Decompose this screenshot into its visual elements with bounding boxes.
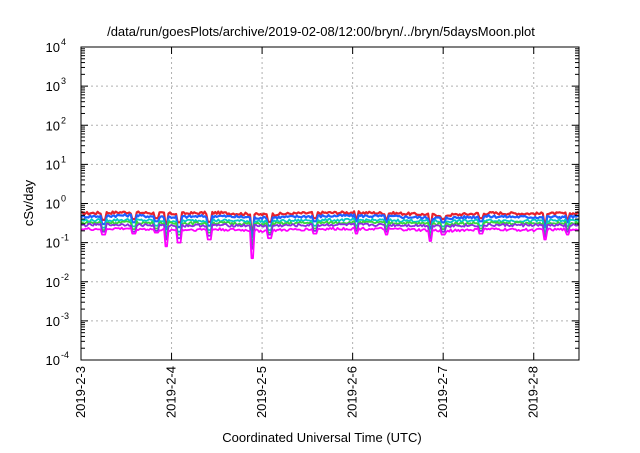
series-line [80, 222, 580, 250]
series-line [80, 226, 580, 260]
y-axis-label: cSv/day [21, 179, 36, 226]
series-line [80, 220, 580, 246]
y-tick-exponent: -1 [61, 233, 69, 243]
y-tick-label: 10 [46, 118, 60, 133]
grid [81, 47, 579, 360]
x-tick-label: 2019-2-4 [164, 366, 179, 418]
y-tick-label: 10 [46, 157, 60, 172]
y-tick-exponent: 2 [61, 115, 66, 125]
series-line [80, 217, 580, 242]
y-tick-label: 10 [46, 314, 60, 329]
x-tick-label: 2019-2-8 [526, 366, 541, 418]
x-tick-label: 2019-2-5 [254, 366, 269, 418]
y-tick-label: 10 [46, 236, 60, 251]
y-tick-exponent: 0 [61, 194, 66, 204]
y-tick-exponent: 3 [61, 76, 66, 86]
x-tick-label: 2019-2-7 [435, 366, 450, 418]
y-tick-label: 10 [46, 197, 60, 212]
chart-title: /data/run/goesPlots/archive/2019-02-08/1… [107, 24, 535, 39]
y-tick-label: 10 [46, 40, 60, 55]
y-tick-exponent: -2 [61, 272, 69, 282]
plot-frame [80, 46, 580, 361]
y-tick-exponent: 1 [61, 154, 66, 164]
series-layer [80, 210, 580, 260]
y-tick-label: 10 [46, 275, 60, 290]
y-tick-exponent: -3 [61, 311, 69, 321]
y-tick-label: 10 [46, 79, 60, 94]
x-axis-label: Coordinated Universal Time (UTC) [222, 430, 421, 445]
y-tick-exponent: 4 [61, 37, 66, 47]
series-line [80, 213, 580, 238]
y-tick-label: 10 [46, 353, 60, 368]
x-tick-label: 2019-2-6 [345, 366, 360, 418]
series-line [80, 210, 580, 232]
x-ticks: 2019-2-3 2019-2-4 2019-2-5 2019-2-6 2019-2-7… [73, 47, 541, 418]
x-tick-label: 2019-2-3 [73, 366, 88, 418]
y-tick-exponent: -4 [61, 350, 69, 360]
